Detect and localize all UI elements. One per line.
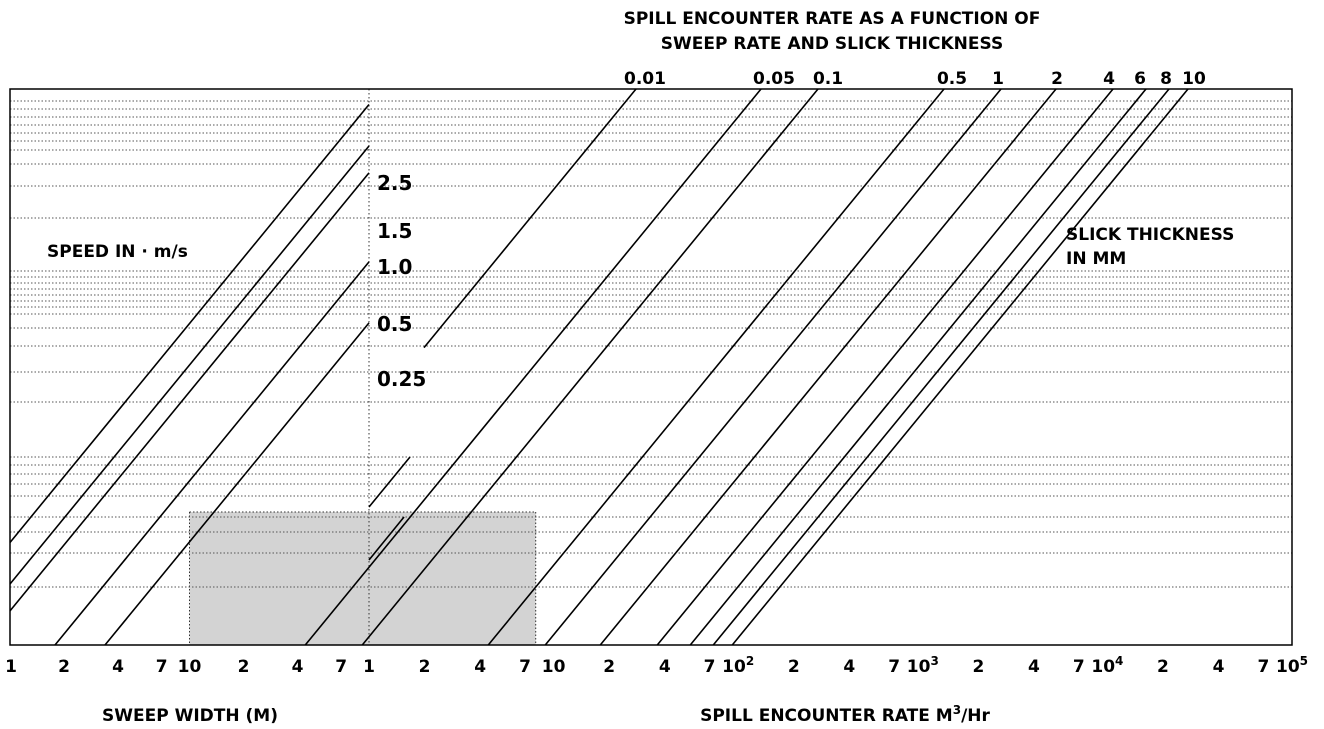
- thickness-line-4: [656, 88, 1114, 646]
- x-right-tick-16: 104: [1091, 654, 1123, 677]
- speed-label-2.5: 2.5: [377, 171, 412, 195]
- thickness-line-10: [731, 88, 1189, 646]
- thickness-line-8: [712, 88, 1170, 646]
- speed-label-0.5: 0.5: [377, 312, 412, 336]
- thickness-label-0.5: 0.5: [937, 69, 967, 89]
- speed-line-1.5: [9, 145, 370, 585]
- x-left-tick-2: 4: [112, 657, 124, 677]
- speed-line-1.0: [9, 172, 370, 612]
- x-left-tick-5: 2: [238, 657, 250, 677]
- x-right-tick-17: 2: [1157, 657, 1169, 677]
- chart-lines: [9, 88, 1189, 646]
- x-right-tick-11: 7: [888, 657, 900, 677]
- x-right-tick-2: 4: [474, 657, 486, 677]
- speed-line-2.5: [9, 104, 370, 544]
- example-shaded-region: [189, 512, 536, 645]
- speed-label-0.25: 0.25: [377, 367, 426, 391]
- thickness-line-0.5: [487, 88, 945, 646]
- x-right-tick-1: 2: [419, 657, 431, 677]
- x-left-tick-3: 7: [156, 657, 168, 677]
- x-left-tick-4: 10: [178, 657, 202, 677]
- speed-line-0.5: [54, 261, 370, 646]
- thickness-line-0.01-lower: [368, 456, 411, 508]
- x-right-tick-18: 4: [1213, 657, 1225, 677]
- x-right-tick-3: 7: [519, 657, 531, 677]
- thickness-line-0.1: [361, 88, 819, 646]
- x-left-tick-1: 2: [58, 657, 70, 677]
- x-right-tick-15: 7: [1073, 657, 1085, 677]
- thickness-line-1: [544, 88, 1002, 646]
- speed-legend-title: SPEED IN · m/s: [47, 242, 188, 262]
- speed-line-0.25: [104, 322, 370, 646]
- x-left-tick-0: 1: [5, 657, 17, 677]
- horizontal-gridlines: [10, 89, 1292, 645]
- thickness-label-0.01: 0.01: [624, 69, 666, 89]
- x-right-tick-8: 102: [722, 654, 754, 677]
- x-right-tick-0: 1: [363, 657, 375, 677]
- chart-title-line2: SWEEP RATE AND SLICK THICKNESS: [661, 34, 1003, 54]
- x-right-tick-13: 2: [972, 657, 984, 677]
- x-right-tick-12: 103: [907, 654, 939, 677]
- x-right-tick-9: 2: [788, 657, 800, 677]
- thickness-line-0.05: [304, 88, 762, 646]
- x-right-tick-4: 10: [542, 657, 566, 677]
- chart-title-line1: SPILL ENCOUNTER RATE AS A FUNCTION OF: [624, 9, 1041, 29]
- x-axis-left-label: SWEEP WIDTH (M): [102, 706, 278, 726]
- x-left-tick-6: 4: [292, 657, 304, 677]
- x-right-tick-5: 2: [603, 657, 615, 677]
- thickness-label-4: 4: [1103, 69, 1115, 89]
- speed-label-1.0: 1.0: [377, 255, 412, 279]
- x-left-tick-7: 7: [335, 657, 347, 677]
- thickness-legend-title-line1: SLICK THICKNESS: [1066, 225, 1234, 245]
- thickness-line-0.01: [423, 88, 637, 349]
- thickness-line-6: [689, 88, 1147, 646]
- thickness-label-0.05: 0.05: [753, 69, 795, 89]
- x-right-tick-19: 7: [1257, 657, 1269, 677]
- thickness-label-1: 1: [992, 69, 1004, 89]
- x-right-tick-7: 7: [704, 657, 716, 677]
- speed-extension-line: [368, 516, 405, 561]
- x-axis-right-label: SPILL ENCOUNTER RATE M3/Hr: [700, 703, 990, 726]
- x-right-tick-14: 4: [1028, 657, 1040, 677]
- thickness-label-8: 8: [1160, 69, 1172, 89]
- plot-frame: [9, 88, 1293, 646]
- thickness-label-10: 10: [1182, 69, 1206, 89]
- x-right-tick-20: 105: [1276, 654, 1308, 677]
- x-right-tick-6: 4: [659, 657, 671, 677]
- thickness-line-2: [599, 88, 1057, 646]
- thickness-legend-title-line2: IN MM: [1066, 249, 1126, 269]
- thickness-label-0.1: 0.1: [813, 69, 843, 89]
- thickness-label-6: 6: [1134, 69, 1146, 89]
- x-right-tick-10: 4: [843, 657, 855, 677]
- speed-label-1.5: 1.5: [377, 219, 412, 243]
- thickness-label-2: 2: [1051, 69, 1063, 89]
